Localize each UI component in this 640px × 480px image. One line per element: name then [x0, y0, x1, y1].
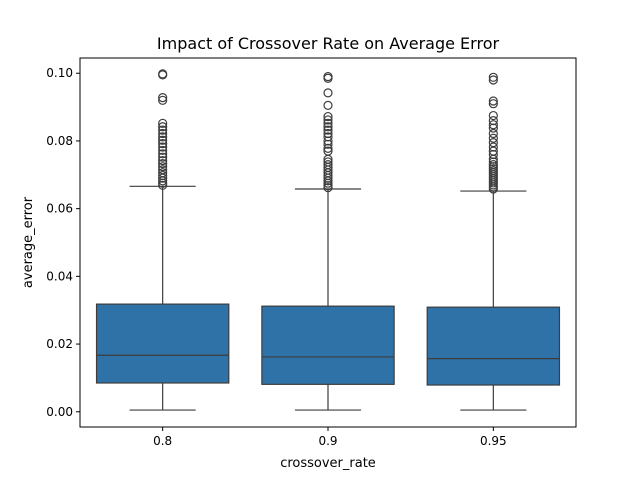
- outlier-point: [158, 118, 168, 128]
- outlier-point: [488, 160, 498, 170]
- x-tick-label: 0.9: [318, 434, 337, 448]
- outlier-point: [158, 170, 168, 181]
- outlier-point: [158, 165, 168, 175]
- outlier-point: [158, 132, 168, 142]
- outlier-point: [158, 95, 168, 105]
- outlier-point: [158, 159, 168, 169]
- outlier-point: [323, 118, 333, 128]
- outlier-point: [323, 125, 333, 135]
- y-tick-label: 0.08: [46, 134, 73, 148]
- outlier-point: [158, 128, 168, 139]
- outlier-point: [158, 168, 168, 178]
- x-axis-label: crossover_rate: [280, 456, 376, 471]
- outlier-point: [158, 69, 168, 79]
- outlier-point: [323, 160, 333, 170]
- outlier-point: [488, 138, 498, 148]
- y-tick-label: 0.02: [46, 337, 73, 351]
- outlier-point: [488, 120, 498, 130]
- outlier-point: [323, 122, 333, 132]
- outlier-point: [158, 139, 168, 149]
- outlier-point: [158, 155, 168, 166]
- outlier-point: [158, 135, 168, 145]
- outlier-point: [323, 128, 333, 139]
- outlier-point: [488, 133, 498, 143]
- x-axis: 0.8 0.9 0.95: [153, 427, 507, 448]
- box-group-0.9: [261, 72, 395, 411]
- outlier-point: [323, 100, 333, 110]
- y-axis-label: average_error: [21, 196, 36, 288]
- plot-area: [95, 69, 561, 411]
- box-iqr: [261, 305, 395, 385]
- outlier-point: [488, 128, 498, 139]
- outlier-point: [158, 149, 168, 159]
- outlier-point: [488, 110, 498, 121]
- outlier-point: [158, 152, 168, 162]
- chart-title: Impact of Crossover Rate on Average Erro…: [157, 34, 500, 53]
- y-tick-label: 0.06: [46, 202, 73, 216]
- outlier-point: [323, 111, 333, 122]
- x-tick-label: 0.8: [153, 434, 172, 448]
- outlier-point: [488, 75, 498, 85]
- outlier-point: [488, 99, 498, 109]
- outlier-point: [323, 146, 333, 156]
- outlier-point: [323, 132, 333, 142]
- y-tick-label: 0.04: [46, 269, 73, 283]
- outlier-point: [323, 72, 333, 82]
- outlier-point: [158, 162, 168, 172]
- outlier-point: [158, 93, 168, 103]
- outlier-point: [323, 88, 333, 98]
- x-tick-label: 0.95: [480, 434, 507, 448]
- box-group-0.8: [95, 69, 230, 411]
- y-tick-label: 0.00: [46, 405, 73, 419]
- y-tick-label: 0.10: [46, 66, 73, 80]
- y-axis: 0.00 0.02 0.04 0.06 0.08 0.10: [46, 66, 80, 419]
- outlier-point: [158, 125, 168, 135]
- outlier-point: [488, 72, 498, 82]
- outlier-point: [158, 122, 168, 132]
- outlier-point: [488, 96, 498, 106]
- outlier-point: [323, 157, 333, 167]
- box-iqr: [95, 303, 230, 384]
- box-iqr: [426, 306, 561, 386]
- outlier-point: [158, 145, 168, 156]
- outlier-point: [323, 115, 333, 125]
- outlier-point: [158, 142, 168, 152]
- outlier-point: [488, 116, 498, 126]
- outlier-point: [488, 142, 498, 152]
- box-group-0.95: [426, 72, 561, 411]
